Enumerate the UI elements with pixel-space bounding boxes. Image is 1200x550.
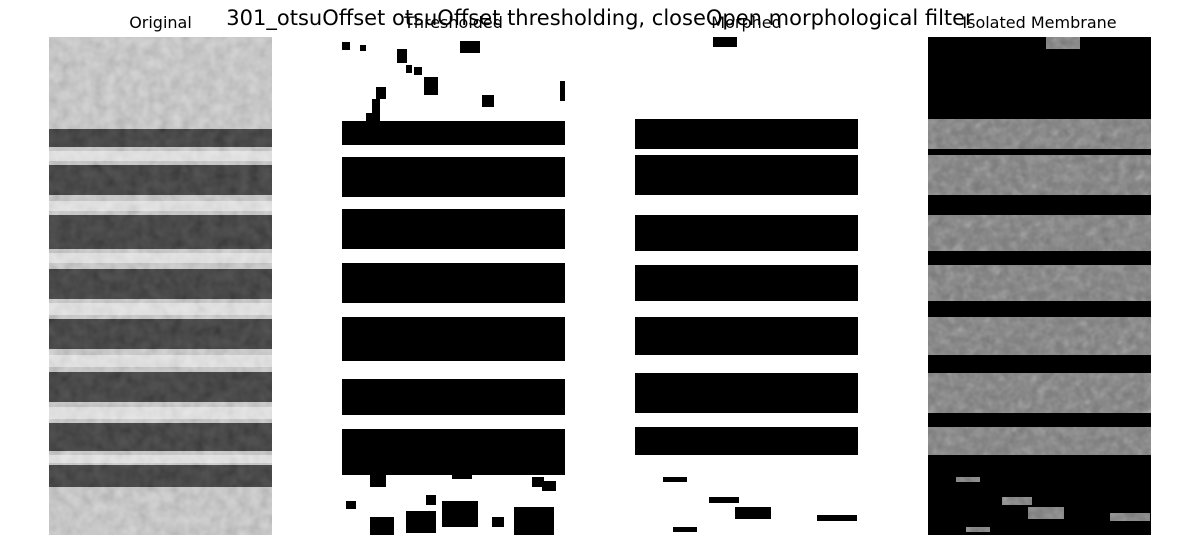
figure-title: 301_otsuOffset otsuOffset thresholding, … bbox=[226, 6, 974, 30]
isolated-membrane-image bbox=[928, 37, 1151, 535]
morphed-image bbox=[635, 37, 858, 535]
panel-title-original: Original bbox=[129, 13, 192, 32]
panel-title-isolated: Isolated Membrane bbox=[962, 13, 1117, 32]
panel-title-thresholded: Thresholded bbox=[404, 13, 503, 32]
panel-title-morphed: Morphed bbox=[711, 13, 782, 32]
original-image bbox=[49, 37, 272, 535]
thresholded-image bbox=[342, 37, 565, 535]
